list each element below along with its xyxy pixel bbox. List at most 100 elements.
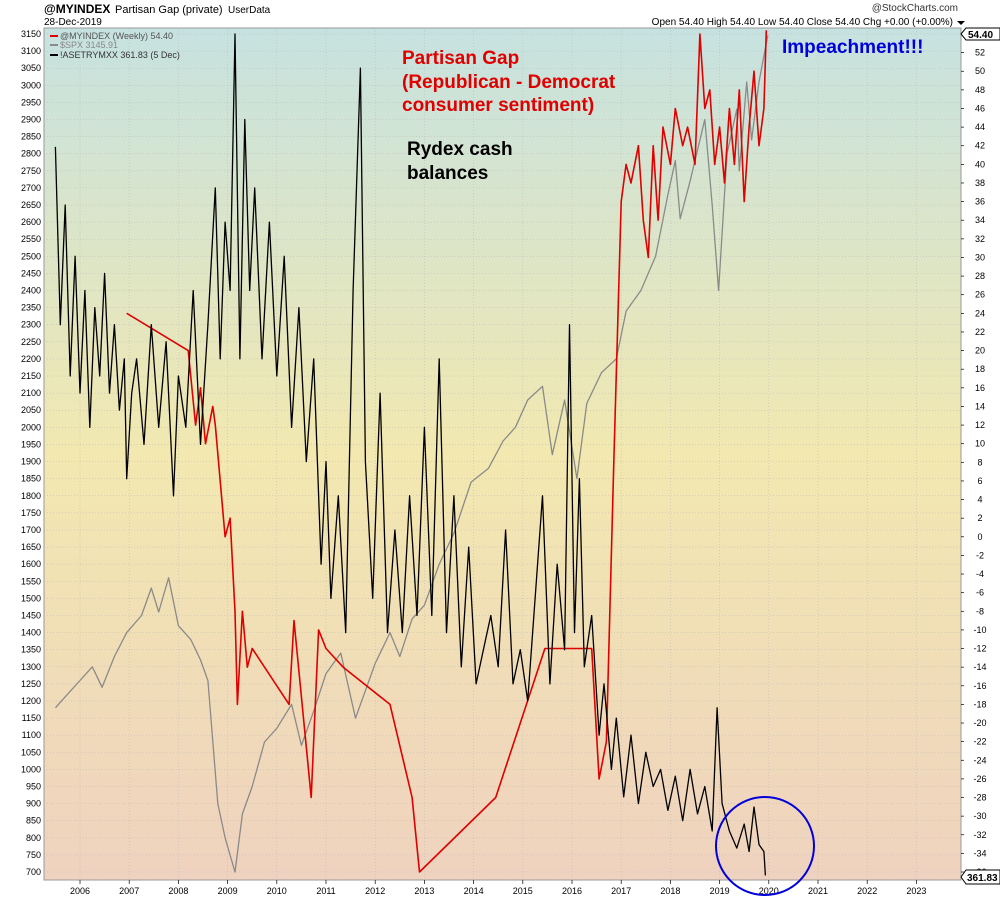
right-tick-label: 44 bbox=[975, 122, 985, 132]
left-tick-label: 2750 bbox=[21, 166, 41, 176]
left-tick-label: 2850 bbox=[21, 132, 41, 142]
right-tick-label: -18 bbox=[973, 699, 986, 709]
left-tick-label: 1200 bbox=[21, 696, 41, 706]
right-tick-label: -28 bbox=[973, 793, 986, 803]
right-tick-label: 10 bbox=[975, 439, 985, 449]
x-tick-label: 2016 bbox=[562, 886, 582, 896]
annotation-partisan-title: Partisan Gap bbox=[402, 48, 519, 69]
right-tick-label: -20 bbox=[973, 718, 986, 728]
left-tick-label: 1000 bbox=[21, 764, 41, 774]
chart-source: UserData bbox=[228, 5, 271, 16]
right-tick-label: 8 bbox=[977, 457, 982, 467]
collapse-arrow-icon[interactable] bbox=[957, 21, 965, 25]
left-tick-label: 2300 bbox=[21, 320, 41, 330]
left-tick-label: 900 bbox=[26, 799, 41, 809]
left-tick-label: 2100 bbox=[21, 388, 41, 398]
right-tick-label: -22 bbox=[973, 737, 986, 747]
x-tick-label: 2012 bbox=[365, 886, 385, 896]
price-tag-right: 54.40 bbox=[960, 27, 1000, 41]
x-axis: 2006 2007 2008 2009 2010 2011 2012 2013 2014 2015… bbox=[70, 880, 926, 896]
left-tick-label: 1400 bbox=[21, 628, 41, 638]
right-tick-label: 32 bbox=[975, 234, 985, 244]
left-tick-label: 1750 bbox=[21, 508, 41, 518]
right-tick-label: 30 bbox=[975, 252, 985, 262]
series-spx bbox=[54, 35, 769, 873]
x-tick-label: 2013 bbox=[414, 886, 434, 896]
left-tick-label: 800 bbox=[26, 833, 41, 843]
x-tick-label: 2006 bbox=[70, 886, 90, 896]
right-tick-label: -16 bbox=[973, 681, 986, 691]
right-tick-label: -8 bbox=[976, 606, 984, 616]
left-tick-label: 1600 bbox=[21, 559, 41, 569]
left-tick-label: 2000 bbox=[21, 422, 41, 432]
right-tick-label: -4 bbox=[976, 569, 984, 579]
left-tick-label: 2600 bbox=[21, 217, 41, 227]
right-tick-label: -2 bbox=[976, 550, 984, 560]
right-axis: -36-34-32-30-28-26-24-22-20-18-16-14-12-… bbox=[961, 29, 987, 877]
chart-date: 28-Dec-2019 bbox=[44, 17, 102, 28]
left-tick-label: 2050 bbox=[21, 405, 41, 415]
left-tick-label: 1500 bbox=[21, 593, 41, 603]
left-tick-label: 1150 bbox=[22, 713, 41, 723]
right-tick-label: -34 bbox=[973, 848, 986, 858]
left-tick-label: 2700 bbox=[21, 183, 41, 193]
x-tick-label: 2017 bbox=[611, 886, 631, 896]
left-axis: 700 750 800 850 900 950 1000 1050 1100 1150 1200 12… bbox=[21, 29, 41, 877]
annotation-partisan-desc-2: consumer sentiment) bbox=[402, 95, 594, 116]
left-tick-label: 3100 bbox=[21, 46, 41, 56]
left-tick-label: 2500 bbox=[21, 251, 41, 261]
x-tick-label: 2021 bbox=[808, 886, 828, 896]
x-tick-label: 2022 bbox=[857, 886, 877, 896]
right-tick-label: 34 bbox=[975, 215, 985, 225]
right-tick-label: 18 bbox=[975, 364, 985, 374]
legend-item-partisan: @MYINDEX (Weekly) 54.40 bbox=[60, 31, 173, 41]
right-tick-label: -6 bbox=[976, 588, 984, 598]
right-tick-label: -26 bbox=[973, 774, 986, 784]
left-tick-label: 1650 bbox=[21, 542, 41, 552]
right-tick-label: -30 bbox=[973, 811, 986, 821]
x-tick-label: 2019 bbox=[710, 886, 730, 896]
right-tick-label: -12 bbox=[973, 644, 986, 654]
right-tick-label: 0 bbox=[977, 532, 982, 542]
left-tick-label: 3050 bbox=[21, 63, 41, 73]
x-tick-label: 2008 bbox=[168, 886, 188, 896]
chart-symbol: @MYINDEX bbox=[44, 2, 110, 16]
right-tick-label: 40 bbox=[975, 159, 985, 169]
left-tick-label: 2650 bbox=[21, 200, 41, 210]
left-tick-label: 2400 bbox=[21, 286, 41, 296]
right-tick-label: -10 bbox=[973, 625, 986, 635]
left-tick-label: 1550 bbox=[21, 576, 41, 586]
left-tick-label: 750 bbox=[26, 850, 41, 860]
right-tick-label: 28 bbox=[975, 271, 985, 281]
left-tick-label: 1350 bbox=[21, 645, 41, 655]
x-tick-label: 2010 bbox=[267, 886, 287, 896]
right-tick-label: 46 bbox=[975, 103, 985, 113]
annotation-rydex-2: balances bbox=[407, 163, 488, 184]
left-tick-label: 1900 bbox=[21, 457, 41, 467]
right-tick-label: 48 bbox=[975, 85, 985, 95]
left-tick-label: 1300 bbox=[21, 662, 41, 672]
right-tick-label: 12 bbox=[975, 420, 985, 430]
x-tick-label: 2018 bbox=[660, 886, 680, 896]
left-tick-label: 2250 bbox=[21, 337, 41, 347]
left-tick-label: 2900 bbox=[21, 115, 41, 125]
watermark: @StockCharts.com bbox=[872, 3, 958, 14]
left-tick-label: 950 bbox=[26, 781, 41, 791]
left-tick-label: 1450 bbox=[21, 610, 41, 620]
x-tick-label: 2009 bbox=[218, 886, 238, 896]
right-tick-label: 22 bbox=[975, 327, 985, 337]
left-tick-label: 2950 bbox=[21, 97, 41, 107]
right-tick-label: 4 bbox=[977, 495, 982, 505]
quote-line: Open 54.40 High 54.40 Low 54.40 Close 54… bbox=[652, 17, 953, 28]
right-tick-label: 26 bbox=[975, 290, 985, 300]
right-tick-label: 42 bbox=[975, 141, 985, 151]
left-tick-label: 1950 bbox=[21, 439, 41, 449]
left-tick-label: 1700 bbox=[21, 525, 41, 535]
left-tick-label: 700 bbox=[26, 867, 41, 877]
legend-item-spx: $SPX 3145.91 bbox=[60, 40, 118, 50]
grid bbox=[44, 28, 961, 880]
right-tick-label: -32 bbox=[973, 830, 986, 840]
left-tick-label: 2550 bbox=[21, 234, 41, 244]
right-tick-label: 20 bbox=[975, 346, 985, 356]
price-tag-bottom-label: 361.83 bbox=[967, 873, 998, 884]
